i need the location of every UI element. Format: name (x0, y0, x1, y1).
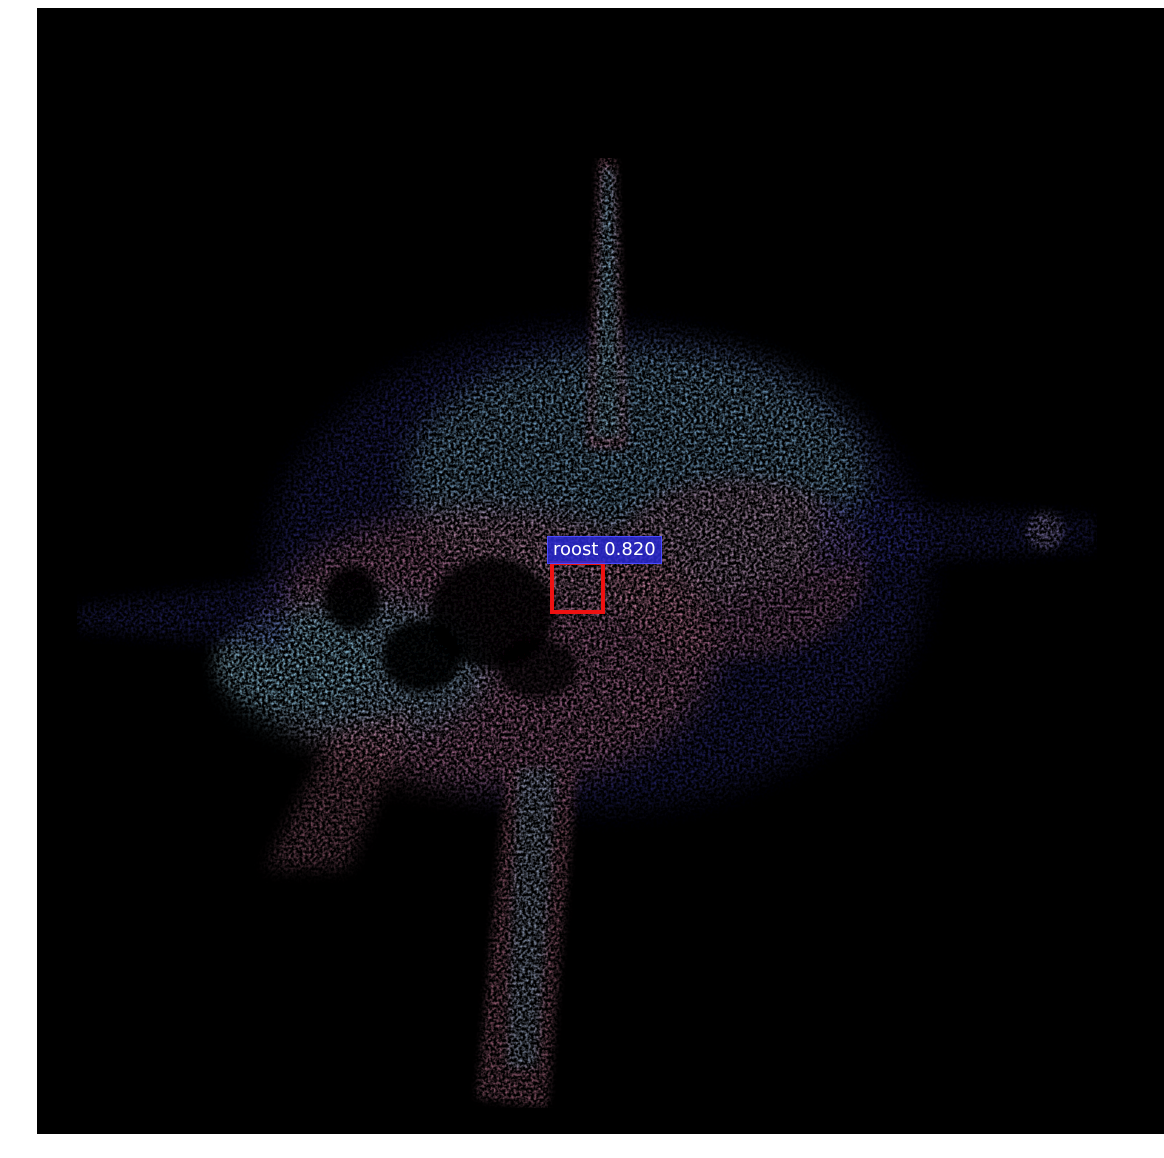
detection-bounding-box (550, 561, 605, 614)
radar-reflectivity-image (77, 158, 1097, 1108)
radar-echo (77, 158, 1097, 1108)
detection-label: roost 0.820 (547, 536, 662, 564)
radar-image-frame: roost 0.820 (37, 8, 1164, 1134)
